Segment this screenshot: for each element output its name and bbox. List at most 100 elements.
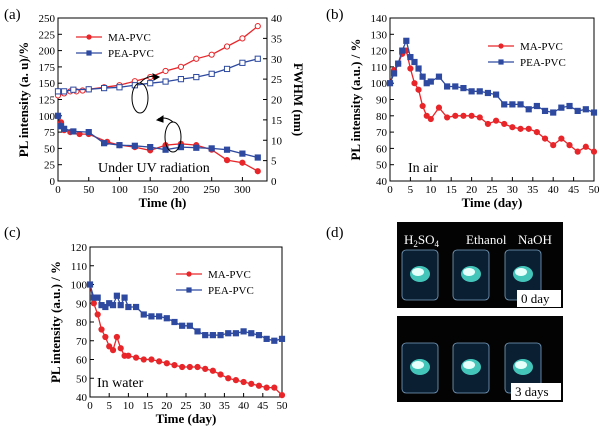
- data-point: [525, 106, 532, 113]
- y-tick-label: 60: [376, 143, 388, 155]
- data-point: [415, 86, 422, 93]
- data-point: [444, 114, 451, 121]
- data-point: [193, 73, 200, 81]
- data-point: [223, 65, 231, 73]
- legend-marker: [186, 271, 192, 277]
- data-point: [509, 101, 516, 108]
- x-axis-label: Time (day): [462, 195, 523, 210]
- data-point: [163, 360, 170, 367]
- ellipse-pl: [164, 121, 182, 153]
- data-point: [582, 106, 589, 113]
- data-point: [232, 330, 240, 337]
- data-point: [101, 84, 108, 92]
- y2-tick-label: 20: [271, 95, 283, 107]
- y-tick-label: 80: [76, 317, 88, 329]
- data-point: [186, 363, 193, 371]
- reagent-labels: H2SO4 Ethanol NaOH: [404, 232, 552, 250]
- x-tick-label: 30: [507, 184, 519, 196]
- y-tick-label: 150: [39, 78, 56, 90]
- data-point: [70, 128, 77, 135]
- data-point: [255, 382, 263, 389]
- panel-c-annotation: In water: [97, 376, 144, 391]
- x-tick-label: 25: [181, 400, 193, 412]
- y2-axis-label: FWHM (nm): [291, 63, 306, 136]
- y-tick-label: 110: [371, 62, 388, 74]
- data-point: [558, 135, 565, 142]
- y-tick-label: 140: [371, 13, 388, 25]
- data-point: [248, 380, 255, 387]
- data-point: [223, 43, 231, 50]
- data-point: [476, 114, 483, 121]
- data-point: [254, 168, 261, 175]
- data-point: [85, 129, 92, 136]
- x-tick-label: 40: [548, 184, 560, 196]
- data-point: [254, 23, 261, 30]
- x-tick-label: 20: [466, 184, 478, 196]
- y2-tick-label: 15: [271, 115, 283, 127]
- y-tick-label: 100: [71, 280, 88, 292]
- data-point: [223, 157, 231, 164]
- data-point: [386, 80, 394, 87]
- data-point: [533, 129, 540, 136]
- y-tick-label: 80: [376, 111, 388, 123]
- data-point: [390, 70, 398, 77]
- x-tick-label: 0: [55, 184, 61, 196]
- y-tick-label: 50: [376, 160, 388, 172]
- y2-tick-label: 10: [271, 135, 283, 147]
- arrow-annotations: [131, 73, 182, 153]
- row1-label: 0 day: [521, 291, 550, 306]
- chart-a: 0 50 100 150 200 250 3000255075100125150175200…: [16, 13, 306, 210]
- data-point: [558, 104, 565, 111]
- y-tick-label: 125: [39, 95, 56, 107]
- data-point: [566, 142, 573, 149]
- data-point: [194, 363, 201, 371]
- data-point: [202, 365, 209, 372]
- label-naoh: NaOH: [518, 232, 552, 247]
- y-tick-label: 40: [76, 392, 88, 404]
- x-tick-label: 45: [257, 400, 269, 412]
- y-tick-label: 50: [44, 143, 56, 155]
- data-point: [240, 378, 247, 386]
- y2-tick-label: 25: [271, 74, 283, 86]
- data-point: [476, 88, 483, 95]
- data-point: [177, 63, 185, 71]
- x-axis-label: Time (day): [156, 411, 217, 426]
- y2-tick-label: 30: [271, 54, 283, 66]
- data-point: [202, 332, 209, 339]
- plot-frame: [89, 246, 283, 398]
- data-point: [148, 313, 155, 320]
- data-point: [501, 101, 508, 108]
- data-point: [217, 332, 224, 339]
- data-point: [147, 80, 154, 87]
- data-point: [163, 315, 170, 322]
- data-point: [132, 303, 140, 311]
- data-point: [94, 311, 101, 318]
- x-tick-label: 45: [568, 184, 580, 196]
- data-point: [121, 294, 128, 301]
- data-point: [223, 146, 231, 153]
- x-tick-label: 50: [83, 184, 95, 196]
- legend-marker: [86, 50, 92, 56]
- x-tick-label: 200: [173, 184, 190, 196]
- y2-tick-label: 5: [271, 156, 277, 168]
- data-point: [541, 135, 549, 142]
- legend-label: MA-PVC: [520, 41, 563, 53]
- y2-tick-label: 40: [271, 13, 283, 25]
- y-axis-label: PL intensity (a. u)/%: [16, 42, 31, 158]
- legend-marker: [186, 287, 192, 293]
- data-point: [517, 101, 524, 108]
- data-point: [102, 303, 109, 311]
- data-point: [117, 345, 124, 352]
- x-axis-label: Time (h): [139, 195, 187, 210]
- data-point: [407, 65, 414, 72]
- data-point: [460, 112, 467, 119]
- data-point: [427, 115, 434, 123]
- data-point: [171, 362, 178, 369]
- data-point: [566, 102, 573, 110]
- data-point: [225, 375, 232, 382]
- chart-c: 0 5 10 15 20 25 30 35 40 45 50 40 50 60 70 80 90 100 110 12…: [48, 242, 288, 426]
- data-point: [102, 333, 109, 341]
- data-point: [435, 73, 443, 80]
- row1-label-box: [517, 290, 561, 307]
- y-tick-label: 100: [39, 111, 56, 123]
